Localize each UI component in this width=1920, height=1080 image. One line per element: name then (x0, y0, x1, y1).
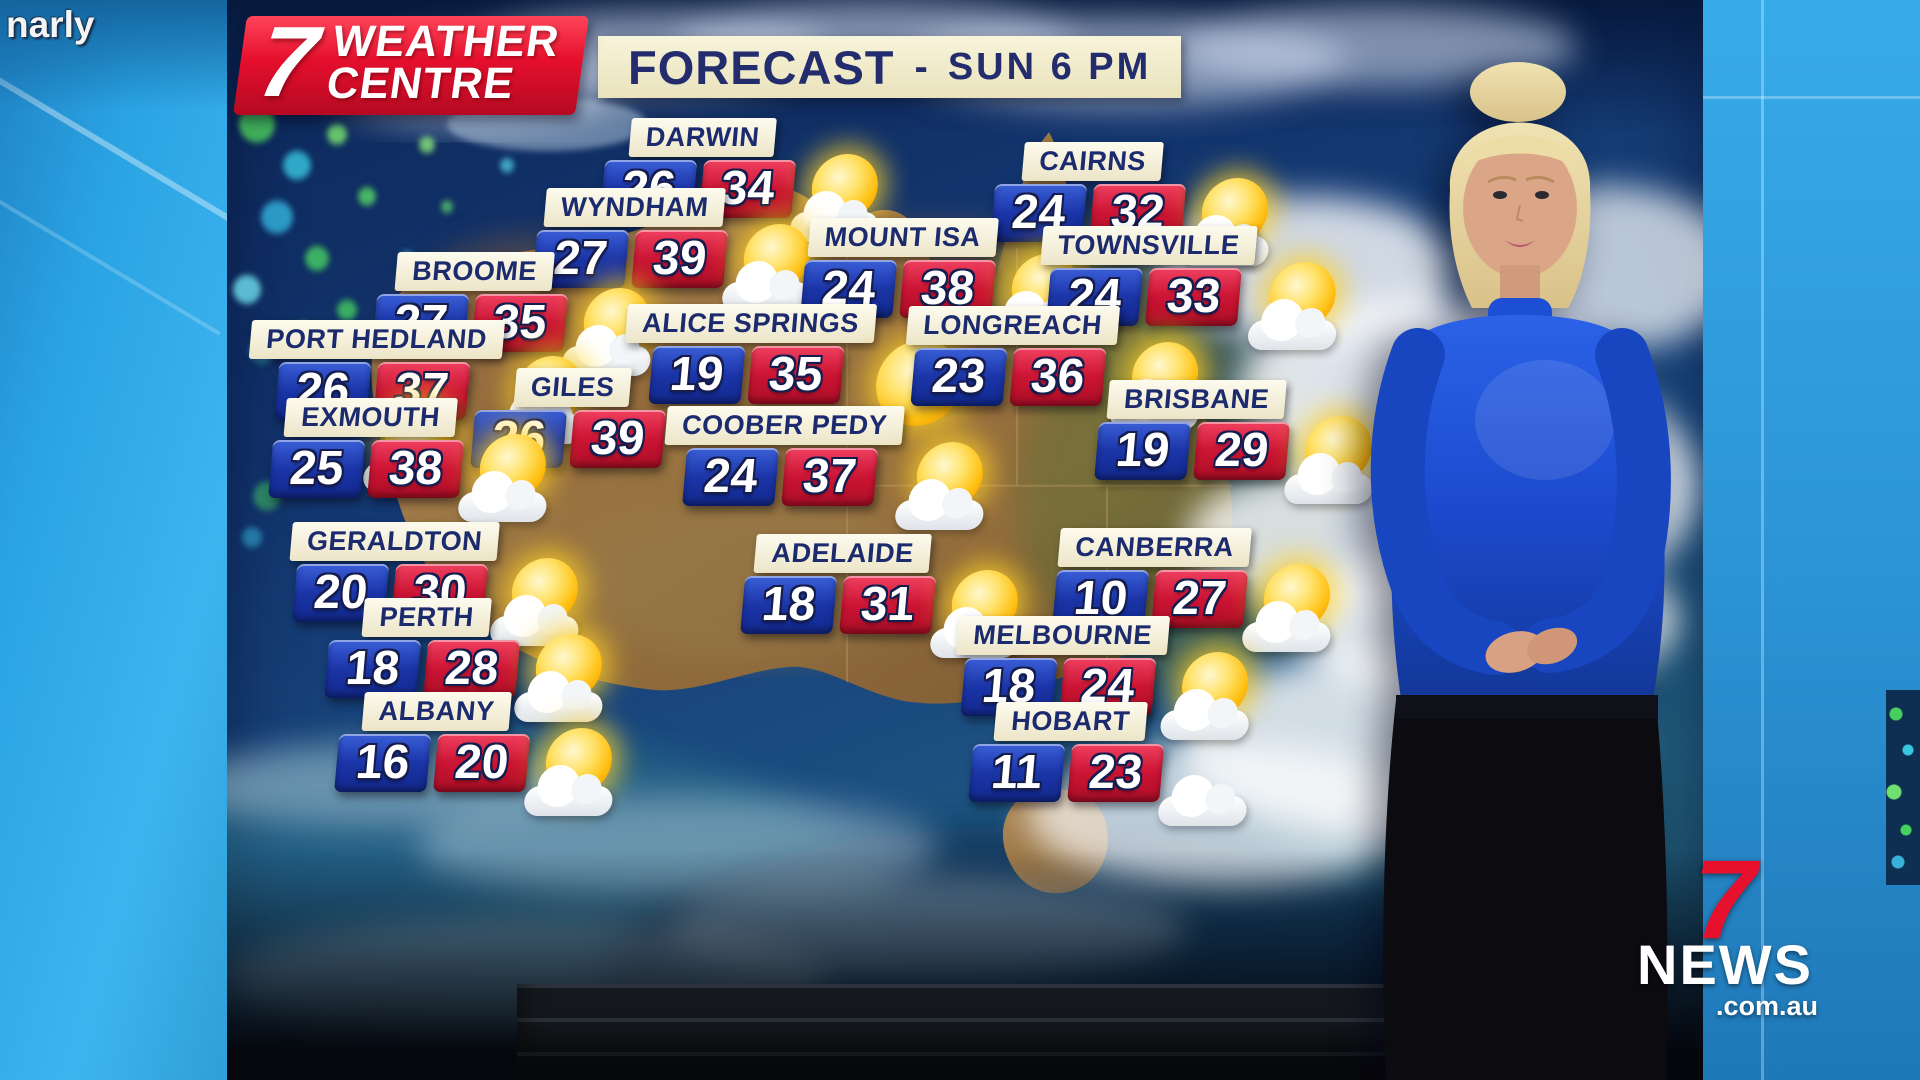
studio-wall-left (0, 0, 276, 1080)
studio-wall-right (1703, 0, 1920, 1080)
min-temp-badge: 25 (268, 440, 366, 498)
logo-centre-text: CENTRE (323, 58, 518, 108)
seven-news-text: NEWS (1637, 933, 1813, 997)
max-temp-badge: 20 (433, 734, 531, 792)
cloud-icon (1157, 796, 1248, 826)
city-name-label: MOUNT ISA (806, 218, 999, 257)
city-name-label: EXMOUTH (283, 398, 458, 437)
max-temp-badge: 33 (1145, 268, 1243, 326)
seven-news-domain: .com.au (1715, 991, 1818, 1022)
max-temp-badge: 38 (367, 440, 465, 498)
temperature-row: 16 20 (334, 734, 531, 792)
city-name-label: ALICE SPRINGS (624, 304, 877, 343)
city-marker-perth: PERTH 18 28 (324, 598, 605, 722)
min-temp-badge: 19 (1094, 422, 1192, 480)
presenter-hair (1470, 62, 1566, 122)
max-temp-badge: 31 (839, 576, 937, 634)
city-name-label: GILES (513, 368, 633, 407)
min-temp-badge: 18 (324, 640, 422, 698)
city-name-label: BROOME (394, 252, 555, 291)
city-name-label: WYNDHAM (543, 188, 727, 227)
city-name-label: COOBER PEDY (664, 406, 905, 445)
city-marker-brisbane: BRISBANE 19 29 (1094, 380, 1375, 504)
temperature-row: 24 37 (659, 448, 901, 506)
city-name-label: PORT HEDLAND (248, 320, 505, 359)
seven-news-logo: 7 NEWS .com.au (1630, 837, 1820, 1022)
title-separator: - (914, 44, 928, 89)
city-name-label: LONGREACH (905, 306, 1120, 345)
min-temp-badge: 11 (968, 744, 1066, 802)
presenter-pants (1383, 700, 1668, 1080)
city-marker-melbourne: MELBOURNE 18 24 (950, 616, 1251, 740)
city-marker-adelaide: ADELAIDE 18 31 (740, 534, 1021, 658)
city-name-label: CANBERRA (1057, 528, 1252, 567)
weather-centre-logo: 7 WEATHER CENTRE (233, 6, 589, 118)
city-name-label: MELBOURNE (955, 616, 1170, 655)
max-temp-badge: 23 (1067, 744, 1165, 802)
presenter-figure (1370, 62, 1671, 1080)
min-temp-badge: 23 (910, 348, 1008, 406)
temperature-row: 18 31 (740, 576, 937, 634)
cloud-icon (457, 492, 548, 522)
city-name-label: ALBANY (361, 692, 513, 731)
max-temp-badge: 28 (423, 640, 521, 698)
city-name-label: TOWNSVILLE (1040, 226, 1258, 265)
cloud-icon (1153, 738, 1271, 830)
max-temp-badge: 39 (631, 230, 729, 288)
cloud-icon (894, 500, 985, 530)
city-marker-canberra: CANBERRA 10 27 (1052, 528, 1333, 652)
sun-cloud-icon (890, 442, 1008, 534)
forecast-time-label: SUN 6 PM (947, 45, 1152, 88)
watermark-text: narly (6, 4, 95, 45)
city-name-label: CAIRNS (1021, 142, 1164, 181)
min-temp-badge: 16 (334, 734, 432, 792)
sun-cloud-icon (453, 434, 571, 526)
max-temp-badge: 29 (1193, 422, 1291, 480)
max-temp-badge: 39 (569, 410, 667, 468)
city-marker-hobart: HOBART 11 23 (968, 702, 1248, 826)
weather-presenter (1370, 62, 1671, 1080)
sun-cloud-icon (1154, 652, 1272, 744)
city-name-label: GERALDTON (289, 522, 500, 561)
city-name-label: PERTH (361, 598, 492, 637)
cloud-icon (1158, 710, 1250, 740)
temperature-row: 19 29 (1094, 422, 1291, 480)
logo-text: WEATHER CENTRE (323, 16, 563, 108)
seven-logo-icon: 7 (252, 6, 324, 118)
city-marker-exmouth: EXMOUTH 25 38 (268, 398, 549, 522)
city-name-label: DARWIN (628, 118, 778, 157)
seven-news-7-icon: 7 (1693, 837, 1757, 962)
forecast-label: FORECAST (628, 40, 895, 94)
max-temp-badge: 35 (747, 346, 845, 404)
temperature-row: 11 23 (968, 744, 1165, 802)
logo-weather-text: WEATHER (329, 16, 563, 66)
forecast-title-bar: FORECAST - SUN 6 PM (598, 36, 1182, 98)
max-temp-badge: 36 (1009, 348, 1107, 406)
city-name-label: BRISBANE (1106, 380, 1287, 419)
min-temp-badge: 18 (740, 576, 838, 634)
city-marker-mount-isa: MOUNT ISA 24 38 (800, 218, 1081, 342)
radar-screen-edge (1886, 690, 1920, 885)
min-temp-badge: 24 (682, 448, 780, 506)
city-name-label: HOBART (993, 702, 1148, 741)
city-marker-albany: ALBANY 16 20 (334, 692, 615, 816)
max-temp-badge: 37 (781, 448, 879, 506)
city-marker-coober-pedy: COOBER PEDY 24 37 (659, 406, 986, 530)
cloud-icon (523, 786, 614, 816)
city-marker-longreach: LONGREACH 23 36 (900, 306, 1201, 430)
city-name-label: ADELAIDE (753, 534, 932, 573)
temperature-row: 25 38 (268, 440, 465, 498)
sun-cloud-icon (519, 728, 637, 820)
temperature-row: 23 36 (900, 348, 1116, 406)
temperature-row: 18 28 (324, 640, 521, 698)
